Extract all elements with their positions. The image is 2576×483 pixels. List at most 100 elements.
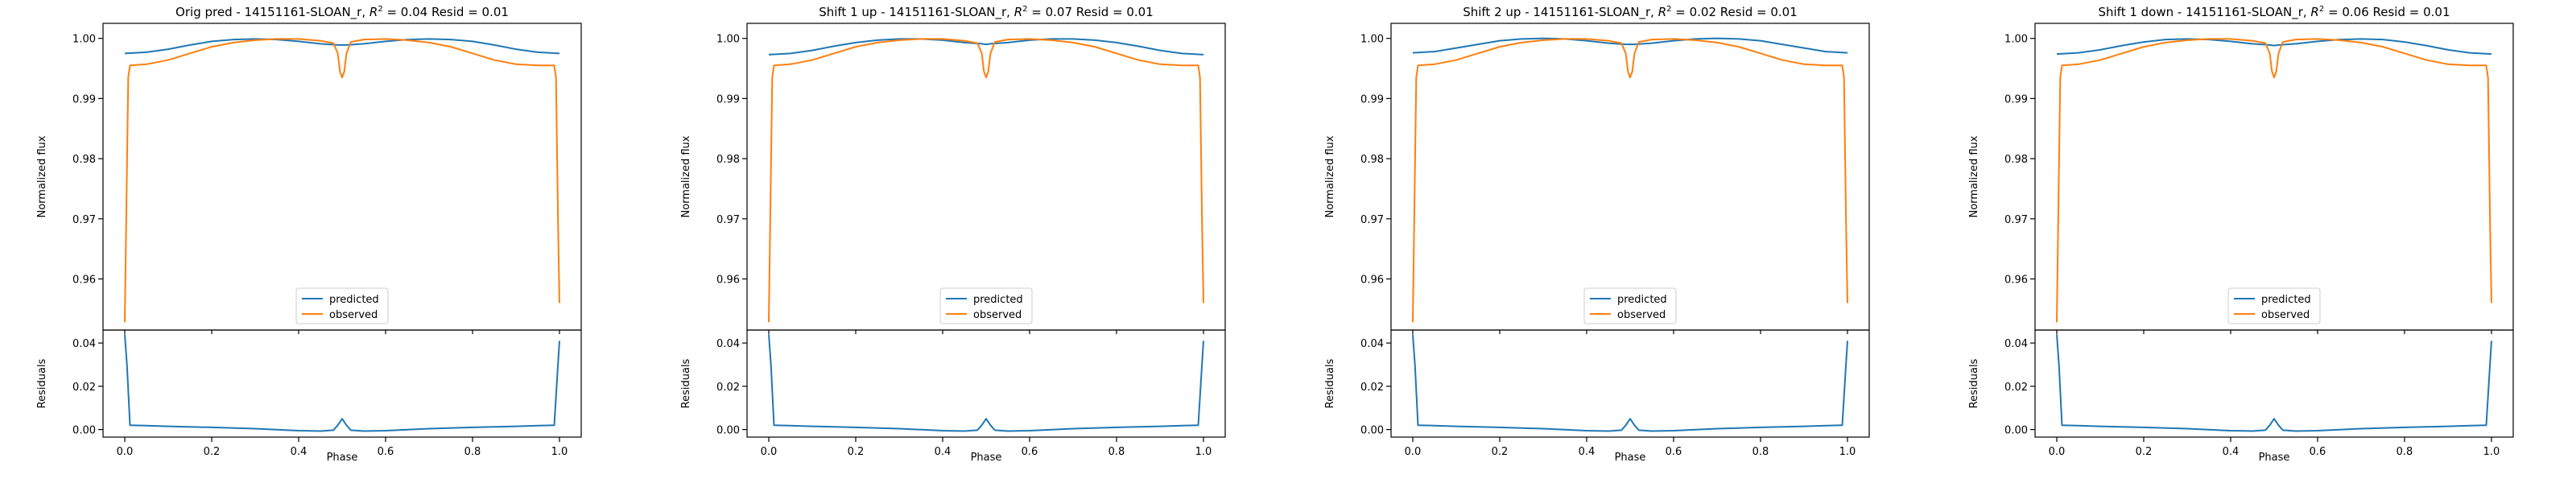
y-tick-label-top: 0.99: [716, 93, 740, 105]
y-tick-label-top: 0.97: [2004, 214, 2028, 226]
series-residuals-line: [2056, 334, 2492, 432]
x-tick-label: 0.0: [2049, 446, 2066, 458]
title-r2-exponent: 2: [378, 5, 382, 14]
title-r2-exponent: 2: [1022, 5, 1027, 14]
x-tick-label: 0.6: [2310, 446, 2326, 458]
series-observed-line: [768, 38, 1204, 323]
title-r2-value: = 0.07 Resid = 0.01: [1028, 5, 1154, 19]
top-axes-frame: [1390, 23, 1870, 331]
x-tick-label: 0.0: [761, 446, 778, 458]
title-prefix: Orig pred - 14151161-SLOAN_r,: [175, 5, 369, 20]
y-tick-label-top: 1.00: [716, 34, 740, 46]
legend-label-predicted: predicted: [973, 294, 1023, 306]
legend-label-predicted: predicted: [1617, 294, 1667, 306]
series-observed-line: [124, 38, 560, 323]
chart-panel-4: Shift 1 down - 14151161-SLOAN_r, R2 = 0.…: [1968, 5, 2514, 464]
x-axis-label: Phase: [2259, 452, 2290, 464]
x-tick-label: 0.8: [2396, 446, 2413, 458]
y-tick-label-bottom: 0.00: [2004, 425, 2028, 437]
x-tick-label: 0.6: [378, 446, 394, 458]
legend-label-observed: observed: [1617, 309, 1666, 321]
x-axis-label: Phase: [1615, 452, 1646, 464]
x-tick-label: 0.4: [2223, 446, 2240, 458]
x-tick-label: 0.2: [2136, 446, 2153, 458]
x-tick-label: 0.6: [1666, 446, 1682, 458]
y-tick-label-top: 0.96: [2004, 275, 2028, 287]
y-tick-label-top: 0.99: [1360, 93, 1384, 105]
legend-label-observed: observed: [329, 309, 378, 321]
series-residuals-line: [1412, 334, 1848, 432]
title-r2-exponent: 2: [2319, 5, 2324, 14]
x-tick-label: 1.0: [2483, 446, 2500, 458]
title-r2-value: = 0.04 Resid = 0.01: [383, 5, 509, 19]
x-tick-label: 0.4: [1579, 446, 1596, 458]
legend: predicted observed: [1583, 287, 1677, 324]
series-observed-line: [2056, 38, 2492, 323]
y-tick-label-top: 1.00: [72, 34, 96, 46]
y-tick-label-bottom: 0.00: [1360, 425, 1384, 437]
x-tick-label: 1.0: [1839, 446, 1856, 458]
top-axes-frame: [2034, 23, 2514, 331]
series-predicted-line: [1412, 37, 1848, 54]
x-tick-label: 0.0: [117, 446, 134, 458]
y-tick-label-top: 1.00: [2004, 34, 2028, 46]
title-r2-symbol: R: [1014, 5, 1022, 19]
y-tick-label-top: 0.99: [2004, 93, 2028, 105]
y-tick-label-bottom: 0.04: [2004, 338, 2028, 350]
legend-label-predicted: predicted: [329, 294, 379, 306]
series-residuals-line: [768, 334, 1204, 432]
y-tick-label-top: 0.97: [716, 214, 740, 226]
title-r2-value: = 0.06 Resid = 0.01: [2324, 5, 2450, 19]
y-tick-label-bottom: 0.02: [2004, 382, 2028, 394]
title-prefix: Shift 1 up - 14151161-SLOAN_r,: [819, 5, 1013, 20]
x-tick-label: 0.4: [291, 446, 308, 458]
y-tick-label-top: 0.96: [72, 275, 96, 287]
y-tick-label-top: 0.98: [716, 154, 740, 166]
y-tick-label-top: 0.97: [1360, 214, 1384, 226]
y-tick-label-top: 0.99: [72, 93, 96, 105]
title-r2-value: = 0.02 Resid = 0.01: [1672, 5, 1798, 19]
series-residuals-line: [124, 334, 560, 432]
y-axis-label-top: Normalized flux: [680, 135, 692, 217]
y-tick-label-bottom: 0.02: [72, 382, 96, 394]
x-tick-label: 0.4: [935, 446, 952, 458]
x-tick-label: 0.8: [1108, 446, 1125, 458]
y-axis-label-top: Normalized flux: [36, 135, 48, 217]
x-tick-label: 0.8: [464, 446, 481, 458]
x-tick-label: 1.0: [1195, 446, 1212, 458]
y-tick-label-bottom: 0.00: [72, 425, 96, 437]
bottom-axes-frame: [2034, 329, 2514, 438]
legend-label-observed: observed: [2261, 309, 2310, 321]
y-tick-label-bottom: 0.02: [716, 382, 740, 394]
y-tick-label-bottom: 0.04: [72, 338, 96, 350]
chart-panel-1: Orig pred - 14151161-SLOAN_r, R2 = 0.04 …: [36, 5, 582, 464]
series-observed-line: [1412, 38, 1848, 323]
series-predicted-line: [2056, 38, 2492, 56]
chart-title: Orig pred - 14151161-SLOAN_r, R2 = 0.04 …: [175, 5, 509, 20]
x-tick-label: 1.0: [551, 446, 568, 458]
y-tick-label-bottom: 0.04: [716, 338, 740, 350]
top-axes-frame: [102, 23, 582, 331]
y-tick-label-bottom: 0.02: [1360, 382, 1384, 394]
chart-panel-3: Shift 2 up - 14151161-SLOAN_r, R2 = 0.02…: [1324, 5, 1870, 464]
y-axis-label-top: Normalized flux: [1968, 135, 1980, 217]
y-axis-label-bottom: Residuals: [36, 358, 48, 408]
y-tick-label-bottom: 0.04: [1360, 338, 1384, 350]
y-axis-label-bottom: Residuals: [680, 358, 692, 408]
bottom-axes-frame: [1390, 329, 1870, 438]
bottom-axes-frame: [746, 329, 1226, 438]
x-tick-label: 0.2: [204, 446, 221, 458]
y-tick-label-bottom: 0.00: [716, 425, 740, 437]
y-tick-label-top: 0.97: [72, 214, 96, 226]
y-tick-label-top: 0.98: [1360, 154, 1384, 166]
x-tick-label: 0.2: [848, 446, 865, 458]
title-r2-exponent: 2: [1666, 5, 1671, 14]
legend-label-observed: observed: [973, 309, 1022, 321]
chart-title: Shift 2 up - 14151161-SLOAN_r, R2 = 0.02…: [1463, 5, 1798, 20]
bottom-axes-frame: [102, 329, 582, 438]
x-tick-label: 0.2: [1492, 446, 1509, 458]
legend: predicted observed: [939, 287, 1033, 324]
x-axis-label: Phase: [327, 452, 358, 464]
x-tick-label: 0.0: [1405, 446, 1422, 458]
title-prefix: Shift 2 up - 14151161-SLOAN_r,: [1463, 5, 1657, 20]
